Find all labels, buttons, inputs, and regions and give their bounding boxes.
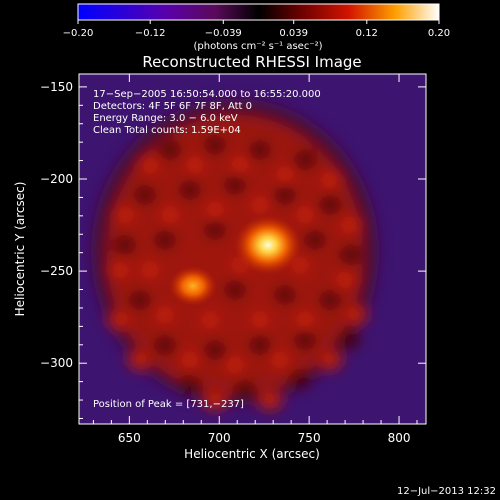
y-tick-label: −250 bbox=[40, 264, 73, 278]
dark-ring-blob bbox=[111, 233, 139, 257]
red-ring-blob bbox=[192, 305, 228, 335]
x-axis-label: Heliocentric X (arcsec) bbox=[184, 447, 320, 461]
dark-ring-blob bbox=[176, 178, 204, 202]
dark-ring-blob bbox=[126, 288, 154, 312]
dark-ring-blob bbox=[151, 333, 179, 357]
red-ring-blob bbox=[172, 345, 208, 375]
y-tick-label: −200 bbox=[40, 172, 73, 186]
red-ring-blob bbox=[327, 265, 363, 295]
red-ring-blob bbox=[252, 385, 288, 415]
dark-ring-blob bbox=[131, 183, 159, 207]
red-ring-blob bbox=[132, 255, 168, 285]
dark-ring-blob bbox=[336, 328, 364, 352]
colorbar-gradient bbox=[77, 3, 440, 21]
dark-ring-blob bbox=[271, 283, 299, 307]
chart-title: Reconstructed RHESSI Image bbox=[142, 53, 361, 71]
source-secondary bbox=[169, 266, 217, 306]
annotation-clean-counts: Clean Total counts: 1.59E+04 bbox=[93, 125, 241, 136]
dark-ring-blob bbox=[176, 373, 204, 397]
dark-ring-blob bbox=[336, 243, 364, 267]
red-ring-blob bbox=[312, 165, 348, 195]
red-ring-blob bbox=[147, 300, 183, 330]
colorbar-tick-label: 0.12 bbox=[356, 28, 378, 39]
red-ring-blob bbox=[242, 305, 278, 335]
dark-ring-blob bbox=[316, 288, 344, 312]
dark-ring-blob bbox=[201, 133, 229, 157]
image-annotations: 17−Sep−2005 16:50:54.000 to 16:55:20.000… bbox=[93, 89, 321, 410]
y-axis-label: Heliocentric Y (arcsec) bbox=[13, 182, 27, 317]
dark-ring-blob bbox=[291, 328, 319, 352]
dark-ring-blob bbox=[316, 193, 344, 217]
colorbar-tick-label: −0.12 bbox=[135, 28, 166, 39]
dark-ring-blob bbox=[286, 368, 314, 392]
colorbar-ticks: −0.20 −0.12 −0.039 0.039 0.12 0.20 bbox=[63, 20, 450, 39]
y-tick-label: −300 bbox=[40, 356, 73, 370]
colorbar-tick-label: 0.039 bbox=[279, 28, 308, 39]
red-ring-blob bbox=[332, 210, 368, 240]
red-ring-blob bbox=[312, 345, 348, 375]
dark-ring-blob bbox=[271, 183, 299, 207]
red-ring-blob bbox=[267, 160, 303, 190]
plot-frame bbox=[78, 73, 427, 425]
red-ring-blob bbox=[107, 200, 143, 230]
colorbar: −0.20 −0.12 −0.039 0.039 0.12 0.20 (photons c… bbox=[63, 3, 450, 52]
red-ring-blob bbox=[102, 255, 138, 285]
red-ring-blob bbox=[122, 345, 158, 375]
annotation-energy-range: Energy Range: 3.0 − 6.0 keV bbox=[93, 113, 238, 124]
ring-pattern bbox=[102, 133, 373, 415]
source-main bbox=[234, 215, 302, 275]
red-ring-blob bbox=[217, 350, 253, 380]
axis-ticks: 650 700 750 800 −150 −200 −250 −300 bbox=[40, 74, 426, 445]
colorbar-tick-label: 0.20 bbox=[428, 28, 450, 39]
red-ring-blob bbox=[102, 305, 138, 335]
red-ring-blob bbox=[177, 150, 213, 180]
annotation-time-range: 17−Sep−2005 16:50:54.000 to 16:55:20.000 bbox=[93, 89, 321, 100]
dark-ring-blob bbox=[301, 228, 329, 252]
dark-ring-blob bbox=[231, 378, 259, 402]
x-tick-label: 700 bbox=[208, 431, 231, 445]
red-ring-blob bbox=[222, 150, 258, 180]
red-ring-blob bbox=[242, 190, 278, 220]
peak-position-label: Position of Peak = [731,−237] bbox=[93, 399, 244, 410]
dark-ring-blob bbox=[151, 228, 179, 252]
dark-ring-blob bbox=[201, 218, 229, 242]
red-ring-blob bbox=[197, 385, 233, 415]
colorbar-tick-label: −0.039 bbox=[205, 28, 242, 39]
timestamp: 12−Jul−2013 12:32 bbox=[397, 486, 496, 497]
colorbar-units: (photons cm⁻² s⁻¹ asec⁻²) bbox=[193, 41, 322, 52]
red-ring-blob bbox=[287, 305, 323, 335]
annotation-detectors: Detectors: 4F 5F 6F 7F 8F, Att 0 bbox=[93, 101, 252, 112]
y-tick-label: −150 bbox=[40, 80, 73, 94]
red-ring-blob bbox=[197, 195, 233, 225]
red-ring-blob bbox=[287, 200, 323, 230]
x-tick-label: 650 bbox=[118, 431, 141, 445]
x-tick-label: 800 bbox=[388, 431, 411, 445]
heatmap-image bbox=[79, 74, 426, 424]
red-ring-blob bbox=[262, 345, 298, 375]
red-ring-blob bbox=[337, 300, 373, 330]
colorbar-tick-label: −0.20 bbox=[63, 28, 94, 39]
x-tick-label: 750 bbox=[298, 431, 321, 445]
red-ring-blob bbox=[132, 150, 168, 180]
red-ring-blob bbox=[152, 200, 188, 230]
dark-ring-blob bbox=[221, 278, 249, 302]
